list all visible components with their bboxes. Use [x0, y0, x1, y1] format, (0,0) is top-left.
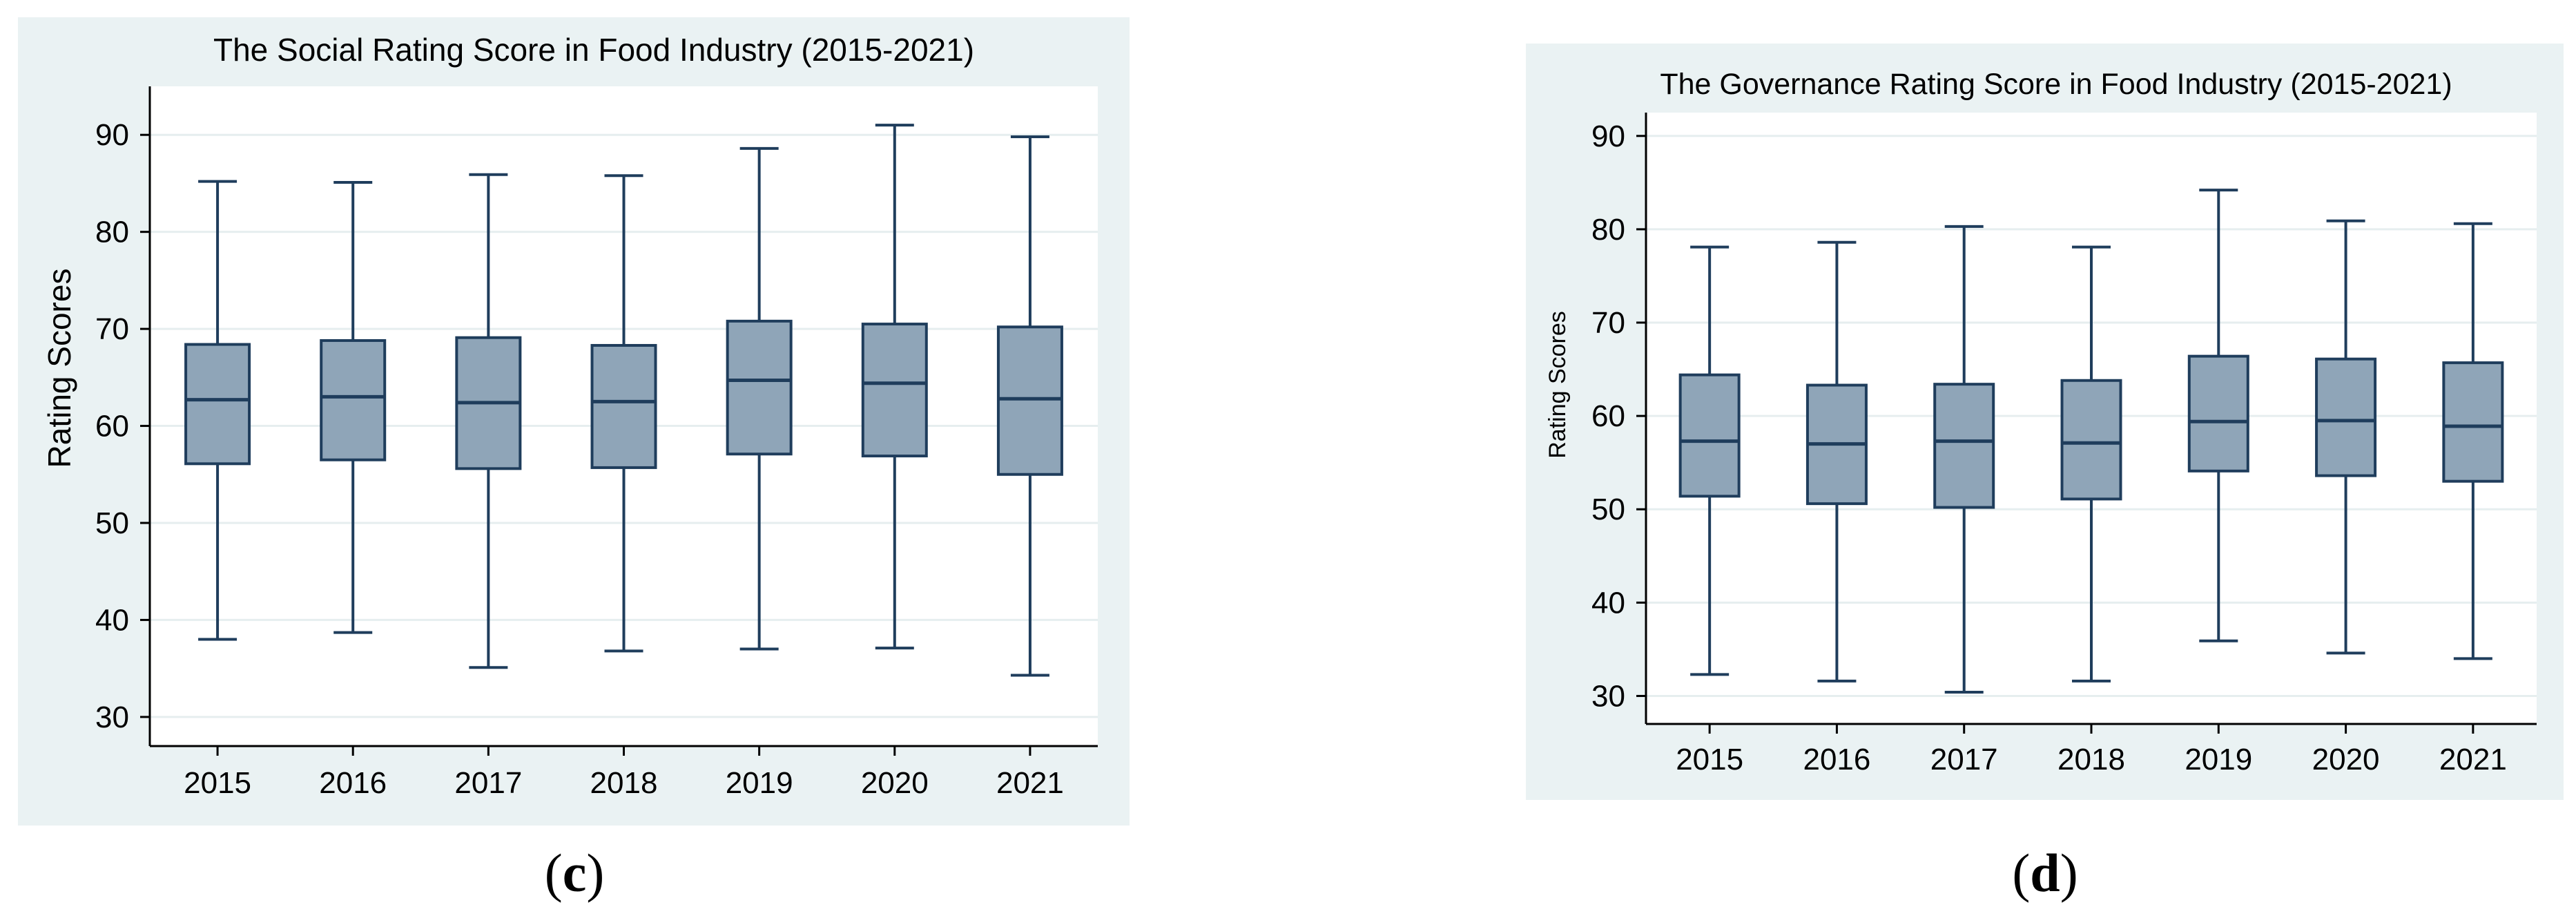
y-tick-label: 30: [95, 700, 129, 734]
x-tick-label: 2019: [726, 766, 793, 800]
box-2021: [2442, 222, 2504, 660]
x-tick-label: 2016: [319, 766, 387, 800]
panel-letter: d: [2030, 843, 2060, 903]
box-2015: [1678, 245, 1741, 676]
x-tick-label: 2019: [2185, 743, 2252, 776]
box-plots: [184, 124, 1063, 677]
box-2016: [320, 181, 387, 634]
y-tick-label: 40: [1591, 586, 1625, 620]
y-tick-label: 80: [1591, 213, 1625, 247]
box-2018: [2060, 245, 2122, 683]
box-2017: [455, 173, 522, 669]
box-2017: [1933, 225, 1995, 694]
tick-marks: [1636, 135, 2475, 734]
y-tick-label: 40: [95, 603, 129, 637]
x-tick-label: 2017: [454, 766, 522, 800]
box-plots: [1678, 189, 2504, 694]
box-2020: [2315, 219, 2377, 655]
y-axis-label: Rating Scores: [41, 269, 77, 468]
y-tick-label: 70: [95, 312, 129, 346]
y-tick-label: 90: [95, 118, 129, 152]
y-tick-label: 50: [95, 506, 129, 540]
iqr-box: [861, 323, 928, 458]
iqr-box: [996, 325, 1063, 476]
iqr-box: [2060, 379, 2122, 501]
x-tick-labels: 2015 2016 2017 2018 2019 2020 2021: [1676, 743, 2507, 776]
x-tick-label: 2020: [861, 766, 929, 800]
x-tick-label: 2018: [590, 766, 658, 800]
iqr-box: [2315, 357, 2377, 477]
y-tick-label: 60: [95, 410, 129, 443]
y-tick-label: 30: [1591, 679, 1625, 713]
panel-label: (d): [2012, 843, 2078, 903]
x-tick-label: 2016: [1803, 743, 1870, 776]
x-tick-label: 2021: [996, 766, 1064, 800]
box-2020: [861, 124, 928, 650]
box-2018: [590, 174, 657, 653]
chart-title: The Social Rating Score in Food Industry…: [213, 32, 974, 68]
box-2019: [2187, 189, 2249, 642]
x-tick-label: 2015: [184, 766, 251, 800]
panel-label: (c): [545, 843, 605, 903]
box-2019: [726, 146, 793, 651]
iqr-box: [590, 343, 657, 469]
y-tick-label: 70: [1591, 306, 1625, 340]
x-tick-labels: 2015 2016 2017 2018 2019 2020 2021: [184, 766, 1064, 800]
iqr-box: [2187, 354, 2249, 473]
y-tick-labels: 30 40 50 60 70 80 90: [1591, 120, 1625, 714]
iqr-box: [726, 319, 793, 456]
y-tick-labels: 30 40 50 60 70 80 90: [95, 118, 129, 734]
iqr-box: [1933, 383, 1995, 509]
iqr-box: [184, 343, 251, 466]
panel-letter: c: [563, 843, 587, 903]
x-tick-label: 2015: [1676, 743, 1743, 776]
x-tick-label: 2018: [2057, 743, 2125, 776]
x-tick-label: 2017: [1930, 743, 1998, 776]
x-tick-label: 2021: [2439, 743, 2507, 776]
iqr-box: [320, 338, 387, 461]
iqr-box: [1678, 373, 1741, 498]
y-tick-label: 50: [1591, 493, 1625, 526]
y-tick-label: 80: [95, 216, 129, 249]
box-2015: [184, 180, 251, 641]
iqr-box: [2442, 361, 2504, 483]
box-2016: [1805, 240, 1868, 683]
y-axis-label: Rating Scores: [1544, 311, 1571, 459]
tick-marks: [140, 133, 1032, 756]
box-2021: [996, 135, 1063, 677]
x-tick-label: 2020: [2312, 743, 2380, 776]
y-tick-label: 90: [1591, 120, 1625, 153]
y-tick-label: 60: [1591, 399, 1625, 433]
chart-title: The Governance Rating Score in Food Indu…: [1660, 68, 2452, 101]
